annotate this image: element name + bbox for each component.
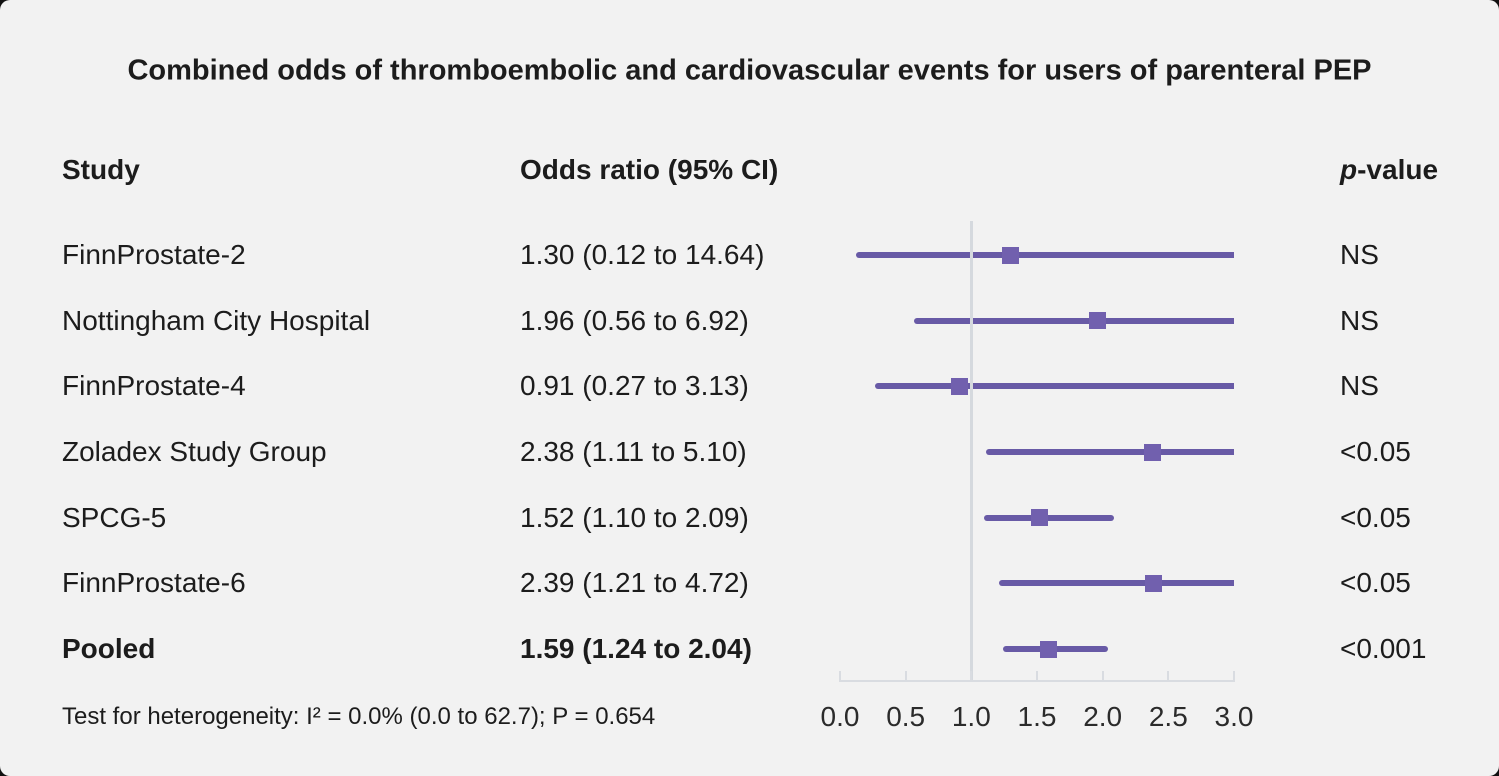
axis-tick [1167, 671, 1170, 680]
or-marker [1031, 509, 1049, 527]
odds-ratio-value: 1.96 (0.56 to 6.92) [520, 304, 749, 336]
p-value: <0.001 [1340, 633, 1427, 665]
or-marker [1145, 574, 1163, 592]
axis-tick-label: 0.5 [886, 701, 926, 732]
reference-line [969, 221, 973, 680]
ci-bar [998, 580, 1234, 587]
axis-tick [970, 671, 973, 680]
axis-tick [839, 671, 841, 680]
or-marker [1040, 640, 1058, 658]
column-header-study: Study [62, 154, 140, 185]
axis-tick [904, 671, 907, 680]
p-value: NS [1340, 304, 1379, 336]
p-value: <0.05 [1340, 436, 1411, 467]
axis-tick-label: 0.0 [820, 701, 860, 732]
p-value-header-italic-p: p [1340, 154, 1358, 185]
page-title: Combined odds of thromboembolic and card… [127, 54, 1372, 87]
p-value-header-rest: -value [1357, 154, 1439, 185]
p-value: NS [1340, 370, 1379, 402]
or-marker [1002, 246, 1020, 264]
axis-tick-label: 2.0 [1083, 701, 1123, 732]
study-name: FinnProstate-6 [62, 567, 246, 599]
axis-tick [1232, 671, 1235, 680]
study-name: Nottingham City Hospital [62, 304, 371, 336]
ci-bar [855, 252, 1234, 258]
ci-bar [985, 449, 1234, 455]
p-value: NS [1340, 239, 1379, 270]
study-name: SPCG-5 [62, 501, 167, 533]
x-axis-line [839, 680, 1235, 682]
column-header-odds-ratio: Odds ratio (95% CI) [520, 154, 779, 185]
p-value: <0.05 [1340, 567, 1411, 599]
column-header-p-value: p-value [1340, 154, 1438, 186]
study-name: FinnProstate-2 [62, 239, 246, 270]
study-name: Zoladex Study Group [62, 436, 327, 467]
or-marker [1144, 443, 1162, 461]
study-name: FinnProstate-4 [62, 370, 246, 402]
p-value: <0.05 [1340, 501, 1411, 533]
axis-tick [1101, 671, 1104, 680]
axis-tick-label: 3.0 [1214, 701, 1254, 732]
axis-tick-label: 1.0 [951, 701, 991, 732]
or-marker [951, 377, 968, 395]
odds-ratio-value: 1.59 (1.24 to 2.04) [520, 633, 752, 665]
odds-ratio-value: 1.52 (1.10 to 2.09) [520, 501, 749, 533]
ci-bar [913, 317, 1234, 324]
ci-bar [875, 383, 1234, 390]
or-marker [1088, 312, 1106, 330]
study-name: Pooled [62, 633, 156, 665]
axis-tick-label: 2.5 [1148, 701, 1188, 732]
odds-ratio-value: 0.91 (0.27 to 3.13) [520, 370, 749, 402]
odds-ratio-value: 1.30 (0.12 to 14.64) [520, 239, 765, 270]
heterogeneity-footnote: Test for heterogeneity: I² = 0.0% (0.0 t… [62, 703, 656, 730]
odds-ratio-value: 2.38 (1.11 to 5.10) [520, 436, 747, 467]
axis-tick [1035, 671, 1038, 680]
odds-ratio-value: 2.39 (1.21 to 4.72) [520, 567, 749, 599]
axis-tick-label: 1.5 [1017, 701, 1057, 732]
ci-bar [984, 514, 1115, 521]
